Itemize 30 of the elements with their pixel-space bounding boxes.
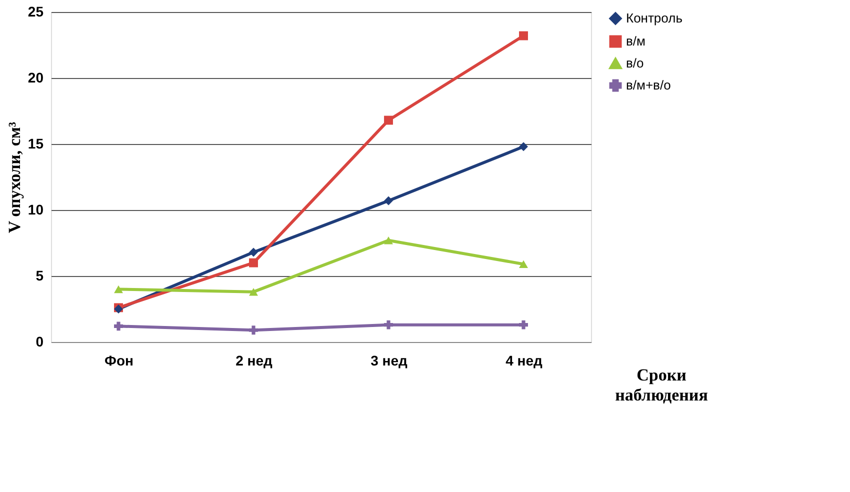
point <box>114 285 123 294</box>
point <box>249 248 258 257</box>
y-tick-label: 10 <box>28 202 44 218</box>
point <box>249 326 258 335</box>
y-axis-title: V опухоли, см³ <box>4 122 24 234</box>
legend-label: Контроль <box>626 10 683 26</box>
point <box>519 31 528 40</box>
legend-label: в/о <box>626 56 644 70</box>
point <box>384 116 393 125</box>
point <box>519 142 528 152</box>
x-tick-label: Фон <box>104 352 134 368</box>
y-tick-label: 25 <box>28 4 44 20</box>
y-tick-label: 5 <box>36 268 44 284</box>
x-tick-label: 3 нед <box>370 352 408 368</box>
point <box>249 258 258 268</box>
legend-label: в/м <box>626 34 646 48</box>
point <box>384 236 393 244</box>
x-tick-label: 4 нед <box>506 352 543 368</box>
y-tick-label: 15 <box>28 136 44 152</box>
legend-label: в/м+в/о <box>626 78 671 92</box>
point <box>249 288 258 296</box>
point <box>519 260 528 268</box>
x-axis-title: Сроки наблюдения <box>615 366 708 404</box>
point <box>114 322 123 331</box>
point <box>384 320 393 330</box>
point <box>384 196 393 206</box>
y-tick-label: 0 <box>36 334 44 350</box>
point <box>519 320 528 330</box>
y-tick-label: 20 <box>28 70 44 86</box>
x-tick-label: 2 нед <box>236 352 273 368</box>
